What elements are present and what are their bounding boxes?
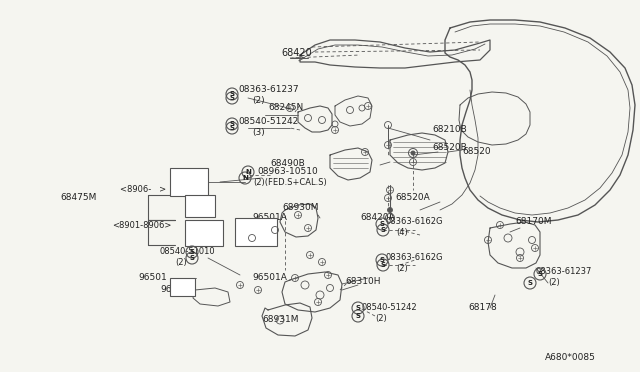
Text: S: S xyxy=(230,125,234,131)
Bar xyxy=(185,195,215,217)
Bar xyxy=(170,278,195,296)
Text: 96501: 96501 xyxy=(138,273,167,282)
Text: S: S xyxy=(189,255,195,261)
Text: (4): (4) xyxy=(396,228,408,237)
Text: 68420A: 68420A xyxy=(360,214,395,222)
Text: 68490B: 68490B xyxy=(270,158,305,167)
Text: A680*0085: A680*0085 xyxy=(545,353,596,362)
Circle shape xyxy=(411,151,415,155)
Text: N: N xyxy=(245,169,251,175)
Text: 08363-6162G: 08363-6162G xyxy=(385,253,442,263)
Text: 08363-6162G: 08363-6162G xyxy=(385,218,442,227)
Text: 08363-61237: 08363-61237 xyxy=(535,267,591,276)
Text: 08540-51010: 08540-51010 xyxy=(160,247,216,257)
Text: S: S xyxy=(380,221,385,227)
Text: (2): (2) xyxy=(175,257,187,266)
Text: (3): (3) xyxy=(252,128,265,137)
Text: (2): (2) xyxy=(375,314,387,323)
Text: S: S xyxy=(538,271,543,277)
Text: 08540-51242: 08540-51242 xyxy=(238,118,298,126)
Text: 96501A: 96501A xyxy=(252,214,287,222)
Bar xyxy=(185,220,223,246)
Text: (2): (2) xyxy=(396,263,408,273)
Text: <8906-   >: <8906- > xyxy=(120,186,166,195)
Text: S: S xyxy=(189,249,195,255)
Text: 68930M: 68930M xyxy=(282,203,319,212)
Text: (2): (2) xyxy=(252,96,264,105)
Text: 68520A: 68520A xyxy=(395,193,429,202)
Text: S: S xyxy=(527,280,532,286)
Text: 68178: 68178 xyxy=(468,304,497,312)
Text: 96501A: 96501A xyxy=(252,273,287,282)
Text: S: S xyxy=(380,257,385,263)
Text: 08540-51242: 08540-51242 xyxy=(362,304,418,312)
Text: 68170M: 68170M xyxy=(515,218,552,227)
Text: 68520: 68520 xyxy=(462,148,491,157)
Text: <8901-8906>: <8901-8906> xyxy=(112,221,172,230)
Text: 68931M: 68931M xyxy=(262,315,298,324)
Bar xyxy=(235,218,277,246)
Text: S: S xyxy=(230,95,234,101)
Text: S: S xyxy=(355,305,360,311)
Circle shape xyxy=(387,208,392,212)
Text: 96501P: 96501P xyxy=(160,285,194,295)
Text: 68475M: 68475M xyxy=(60,193,97,202)
Text: N: N xyxy=(242,175,248,181)
Text: (2): (2) xyxy=(548,278,560,286)
Text: S: S xyxy=(355,313,360,319)
Text: S: S xyxy=(230,121,234,127)
Text: 68210B: 68210B xyxy=(432,125,467,135)
Text: S: S xyxy=(381,262,385,268)
Text: 68310H: 68310H xyxy=(345,278,381,286)
Text: 08363-61237: 08363-61237 xyxy=(238,86,299,94)
Bar xyxy=(170,168,208,196)
Text: 68420: 68420 xyxy=(281,48,312,58)
Text: S: S xyxy=(381,227,385,233)
Text: 68520B: 68520B xyxy=(432,144,467,153)
Text: 08963-10510: 08963-10510 xyxy=(257,167,317,176)
Text: (2)(FED.S+CAL.S): (2)(FED.S+CAL.S) xyxy=(253,177,327,186)
Text: 68245N: 68245N xyxy=(268,103,303,112)
Text: S: S xyxy=(230,91,234,97)
